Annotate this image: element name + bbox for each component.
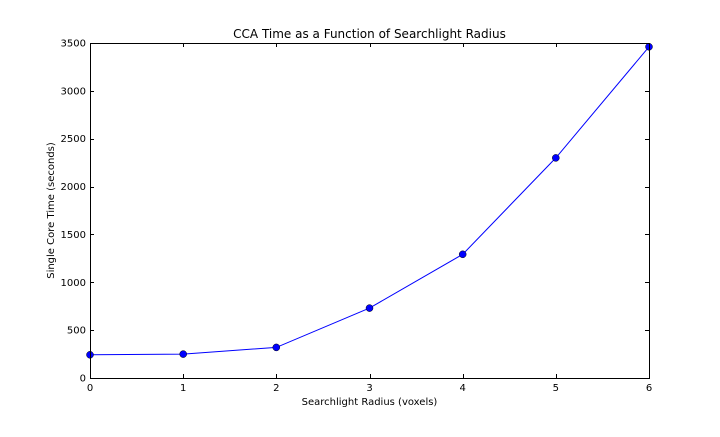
- ticks-layer: 0 1 2 3 4 5 6 0 500 1000 1500 2000 2500 3000 3500: [61, 39, 653, 395]
- x-tick-label: 6: [646, 383, 652, 394]
- data-point-marker: [458, 250, 467, 259]
- data-point-marker: [365, 304, 374, 312]
- y-tick-label: 2500: [61, 134, 86, 145]
- y-tick-label: 500: [67, 326, 86, 337]
- x-axis-label: Searchlight Radius (voxels): [302, 397, 438, 408]
- y-axis-label: Single Core Time (seconds): [46, 142, 57, 279]
- x-tick-label: 4: [459, 383, 465, 394]
- y-tick-label: 1500: [61, 230, 86, 241]
- y-tick-label: 3000: [61, 86, 86, 97]
- y-tick-label: 0: [80, 374, 86, 385]
- x-tick-label: 1: [180, 383, 186, 394]
- x-tick-label: 5: [553, 383, 559, 394]
- y-tick-label: 3500: [61, 39, 86, 50]
- chart-title: CCA Time as a Function of Searchlight Ra…: [233, 27, 506, 41]
- plot-area-frame: [90, 43, 650, 379]
- x-tick-label: 0: [87, 383, 93, 394]
- data-point-marker: [272, 343, 281, 352]
- y-tick-label: 2000: [61, 182, 86, 193]
- data-point-marker: [552, 154, 560, 162]
- y-tick-label: 1000: [61, 278, 86, 289]
- data-point-marker: [179, 350, 187, 358]
- x-tick-label: 2: [273, 383, 279, 394]
- x-tick-label: 3: [366, 383, 372, 394]
